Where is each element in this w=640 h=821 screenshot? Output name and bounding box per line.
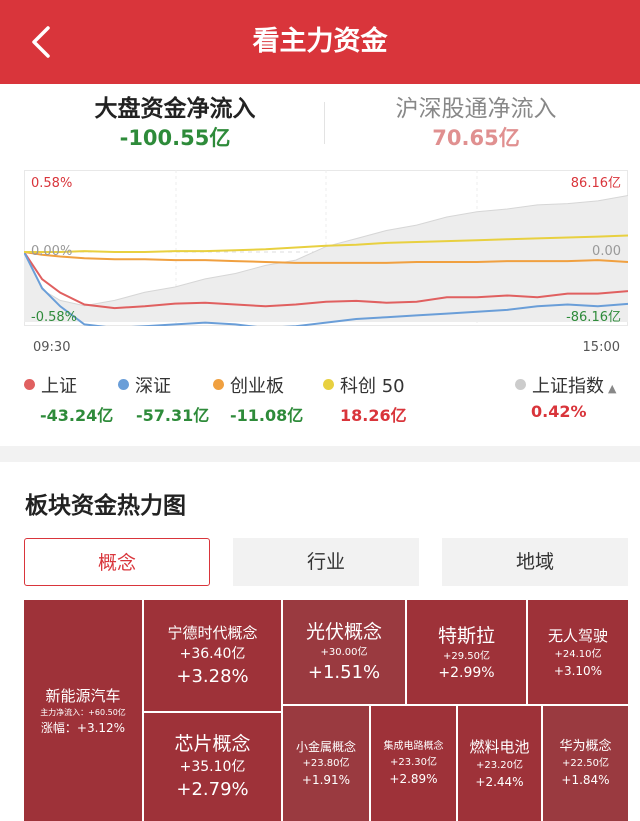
heatmap-tile-catl[interactable]: 宁德时代概念 +36.40亿 +3.28% — [144, 600, 281, 711]
heatmap-tile-fuel-cell[interactable]: 燃料电池 +23.20亿 +2.44% — [458, 706, 541, 821]
legend-item-shenzhen[interactable]: 深证 — [118, 372, 171, 397]
tile-change: +1.84% — [561, 773, 610, 787]
legend-label: 创业板 — [230, 376, 284, 397]
legend-value-star50: 18.26亿 — [340, 406, 407, 425]
axis-right-mid-label: 0.00 — [592, 244, 621, 259]
tile-change: +1.91% — [301, 773, 351, 787]
legend-dot — [515, 379, 526, 390]
legend-value-shenzhen: -57.31亿 — [136, 406, 210, 425]
tab-label: 大盘资金净流入 — [94, 96, 256, 122]
legend-item-chinext[interactable]: 创业板 — [213, 372, 284, 397]
axis-right-top-label: 86.16亿 — [570, 176, 621, 191]
page-title: 看主力资金 — [252, 26, 388, 57]
tile-amount: +30.00亿 — [320, 646, 368, 658]
tile-amount: +35.10亿 — [179, 759, 246, 775]
legend-dot — [118, 379, 129, 390]
axis-left-top-label: 0.58% — [31, 176, 73, 191]
tile-amount: +29.50亿 — [442, 650, 490, 662]
legend-label: 上证指数 — [532, 376, 604, 397]
caret-up-icon: ▲ — [608, 382, 617, 395]
tile-change: +2.44% — [475, 775, 524, 789]
legend-label: 科创 50 — [340, 376, 405, 397]
flow-line-chart — [24, 170, 628, 326]
series-line-上证 — [24, 251, 628, 310]
series-line-深证 — [24, 251, 628, 326]
tab-industry[interactable]: 行业 — [233, 538, 419, 586]
tile-name: 芯片概念 — [174, 733, 251, 755]
time-start-label: 09:30 — [33, 340, 71, 355]
axis-right-bottom-label: -86.16亿 — [566, 310, 621, 325]
legend-value-sh-index: 0.42% — [531, 402, 587, 421]
legend-dot — [213, 379, 224, 390]
tile-name: 集成电路概念 — [383, 741, 444, 752]
tile-name: 小金属概念 — [295, 740, 356, 754]
market-flow-panel: 大盘资金净流入 -100.55亿 沪深股通净流入 70.65亿 0.58% 0.… — [0, 84, 640, 446]
legend-dot — [323, 379, 334, 390]
tile-net-inflow: 主力净流入：+60.50亿 — [40, 707, 126, 717]
tab-market-net-inflow[interactable]: 大盘资金净流入 -100.55亿 — [25, 94, 325, 152]
heatmap-tile-new-energy-vehicle[interactable]: 新能源汽车 主力净流入：+60.50亿 涨幅：+3.12% — [24, 600, 142, 821]
tile-name: 燃料电池 — [469, 738, 530, 756]
tile-name: 宁德时代概念 — [167, 623, 258, 642]
tile-name: 光伏概念 — [305, 620, 382, 643]
legend-item-sh-index[interactable]: 上证指数 ▲ — [515, 372, 617, 397]
series-line-创业板 — [24, 251, 628, 264]
heatmap-tile-chip[interactable]: 芯片概念 +35.10亿 +2.79% — [144, 713, 281, 821]
heatmap-tile-minor-metals[interactable]: 小金属概念 +23.80亿 +1.91% — [283, 706, 369, 821]
section-title: 板块资金热力图 — [25, 493, 186, 519]
axis-left-bottom-label: -0.58% — [31, 310, 77, 325]
legend-value-shanghai: -43.24亿 — [40, 406, 114, 425]
heatmap-tile-huawei[interactable]: 华为概念 +22.50亿 +1.84% — [543, 706, 628, 821]
tab-northbound-net-inflow[interactable]: 沪深股通净流入 70.65亿 — [326, 94, 626, 152]
tile-amount: +23.30亿 — [389, 757, 437, 768]
heatmap-tile-photovoltaic[interactable]: 光伏概念 +30.00亿 +1.51% — [283, 600, 405, 704]
sector-heatmap-panel: 板块资金热力图 概念 行业 地域 新能源汽车 主力净流入：+60.50亿 涨幅：… — [0, 462, 640, 821]
tile-name: 无人驾驶 — [547, 626, 608, 645]
tab-label: 沪深股通净流入 — [395, 96, 557, 122]
legend-dot — [24, 379, 35, 390]
tile-amount: +23.80亿 — [302, 758, 350, 769]
tile-name: 特斯拉 — [437, 624, 495, 647]
legend-value-chinext: -11.08亿 — [230, 406, 304, 425]
legend-item-shanghai[interactable]: 上证 — [24, 372, 77, 397]
tab-concept[interactable]: 概念 — [24, 538, 210, 586]
tab-value: 70.65亿 — [432, 126, 520, 150]
tile-change: +1.51% — [307, 661, 381, 683]
time-end-label: 15:00 — [582, 340, 620, 355]
tile-change: +2.99% — [438, 664, 495, 681]
heatmap-tile-tesla[interactable]: 特斯拉 +29.50亿 +2.99% — [407, 600, 526, 704]
tile-amount: +22.50亿 — [561, 758, 609, 769]
legend-label: 上证 — [41, 376, 77, 397]
tab-region[interactable]: 地域 — [442, 538, 628, 586]
heatmap-grid: 新能源汽车 主力净流入：+60.50亿 涨幅：+3.12% 宁德时代概念 +36… — [24, 600, 628, 821]
back-arrow-icon[interactable] — [24, 22, 64, 62]
heatmap-tile-autonomous-driving[interactable]: 无人驾驶 +24.10亿 +3.10% — [528, 600, 628, 704]
tab-value: -100.55亿 — [119, 126, 231, 150]
tile-amount: +36.40亿 — [179, 645, 246, 662]
divider — [324, 102, 325, 144]
tile-change: +3.10% — [553, 663, 603, 678]
heatmap-tile-integrated-circuit[interactable]: 集成电路概念 +23.30亿 +2.89% — [371, 706, 456, 821]
axis-left-mid-label: 0.00% — [31, 244, 73, 259]
legend-label: 深证 — [135, 376, 171, 397]
index-line-上证指数 — [24, 195, 628, 307]
tile-name: 新能源汽车 — [45, 686, 121, 705]
series-line-科创50 — [24, 234, 628, 253]
tile-change: +3.28% — [176, 665, 249, 687]
top-bar: 看主力资金 — [0, 0, 640, 84]
tile-name: 华为概念 — [559, 739, 612, 754]
tile-amount: +24.10亿 — [554, 648, 602, 660]
tile-change: 涨幅：+3.12% — [40, 720, 126, 735]
tile-amount: +23.20亿 — [475, 760, 523, 771]
tile-change: +2.79% — [176, 779, 249, 800]
tile-change: +2.89% — [389, 772, 438, 786]
legend-item-star50[interactable]: 科创 50 — [323, 372, 405, 397]
index-area-上证指数 — [24, 195, 628, 322]
